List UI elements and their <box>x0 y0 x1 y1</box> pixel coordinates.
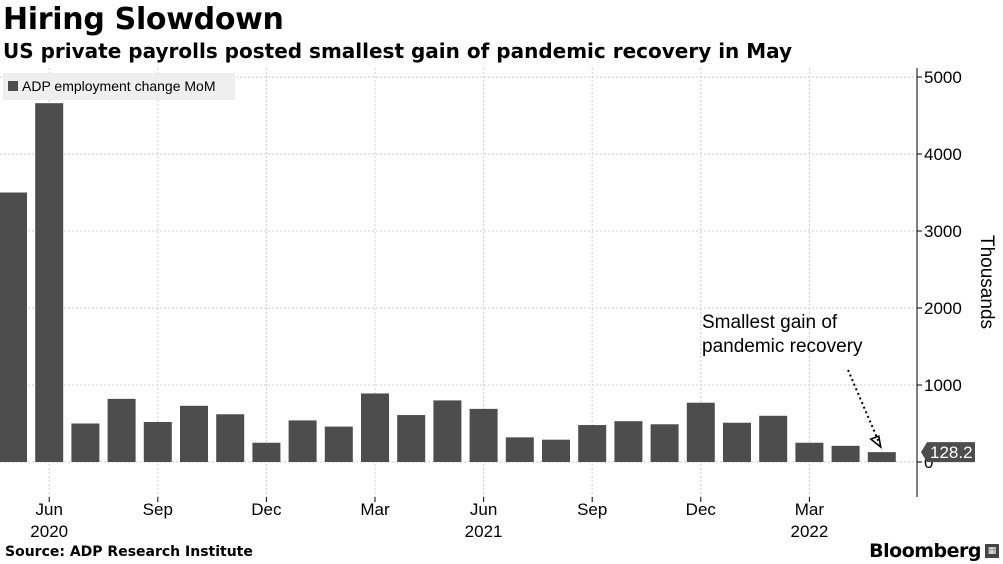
legend-box <box>3 73 235 100</box>
legend-label: ADP employment change MoM <box>22 78 216 94</box>
bar <box>324 426 353 462</box>
annotation-text: pandemic recovery <box>702 336 863 357</box>
x-tick-label-month: Jun <box>470 500 497 519</box>
y-tick-label: 1000 <box>924 376 962 395</box>
x-tick-label-month: Mar <box>360 500 390 519</box>
x-tick-label-month: Sep <box>143 500 173 519</box>
x-tick-label-month: Sep <box>577 500 607 519</box>
bar <box>252 442 281 462</box>
bar <box>542 439 570 462</box>
bar <box>361 393 389 462</box>
x-tick-label-month: Mar <box>795 500 825 519</box>
last-value-badge <box>921 442 975 463</box>
bar <box>433 400 462 462</box>
bloomberg-terminal-icon: ▦ <box>985 544 999 558</box>
brand-logo: Bloomberg ▦ <box>869 540 999 562</box>
bar <box>867 452 896 462</box>
bar <box>759 415 788 462</box>
last-value-label: 128.2 <box>930 443 973 462</box>
y-tick-label: 0 <box>924 453 933 472</box>
bar <box>650 424 679 462</box>
bar <box>795 442 824 462</box>
bar <box>397 415 426 462</box>
legend-swatch <box>8 81 18 91</box>
chart-title: Hiring Slowdown <box>3 2 284 37</box>
bar <box>71 423 100 462</box>
bar <box>0 192 27 462</box>
bar <box>723 422 751 462</box>
bar <box>614 421 643 462</box>
x-tick-label-year: 2022 <box>790 522 828 541</box>
x-tick-label-month: Dec <box>251 500 282 519</box>
y-axis-title: Thousands <box>976 235 997 329</box>
bar <box>686 402 715 462</box>
annotation-arrow-line <box>847 369 881 445</box>
x-tick-label-month: Jun <box>35 500 62 519</box>
y-tick-label: 3000 <box>924 222 962 241</box>
y-tick-label: 2000 <box>924 299 962 318</box>
x-tick-label-year: 2021 <box>465 522 503 541</box>
bar <box>180 405 208 462</box>
source-note: Source: ADP Research Institute <box>5 544 253 560</box>
y-tick-label: 5000 <box>924 68 962 87</box>
x-tick-label-month: Dec <box>686 500 717 519</box>
bar <box>107 398 136 462</box>
bar <box>831 445 860 462</box>
bar <box>288 420 317 462</box>
y-tick-label: 4000 <box>924 145 962 164</box>
bar <box>505 437 534 462</box>
bar <box>216 414 245 462</box>
x-tick-label-year: 2020 <box>30 522 68 541</box>
annotation-arrow-head <box>869 435 882 449</box>
bar <box>35 103 64 463</box>
annotation-text: Smallest gain of <box>702 312 838 333</box>
brand-name: Bloomberg <box>869 540 981 562</box>
chart-subtitle: US private payrolls posted smallest gain… <box>3 39 793 63</box>
bar <box>578 425 607 462</box>
bar <box>469 408 498 462</box>
bar <box>143 421 172 462</box>
